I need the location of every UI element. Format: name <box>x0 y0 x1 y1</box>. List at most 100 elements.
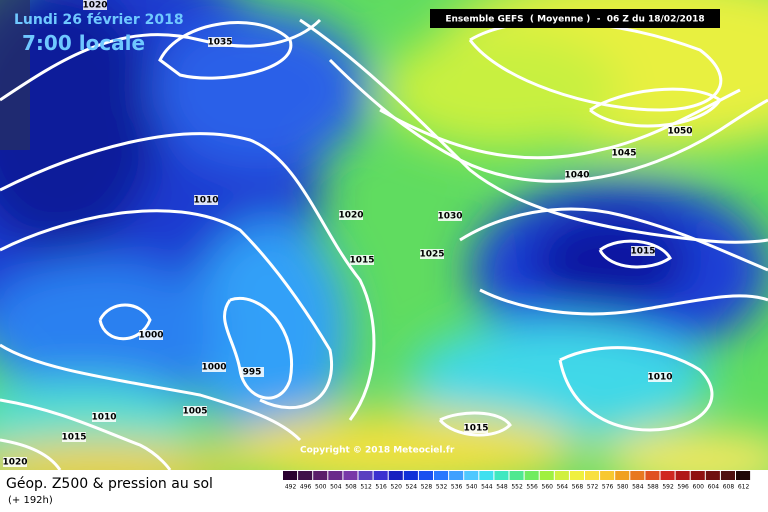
legend-swatch <box>418 471 433 480</box>
isobar-label-bg <box>612 148 636 158</box>
legend-level: 580 <box>617 484 629 491</box>
legend-level: 612 <box>738 484 750 491</box>
legend-swatch <box>373 471 388 480</box>
isobar-label-bg <box>668 126 692 136</box>
legend-swatch <box>690 471 705 480</box>
legend-swatch <box>434 471 449 480</box>
isobar-label-bg <box>183 406 207 416</box>
legend-swatch <box>358 471 373 480</box>
legend-level: 552 <box>511 484 523 491</box>
isobar-label: 1015 <box>349 256 374 266</box>
footer-title: Géop. Z500 & pression au sol <box>6 476 213 492</box>
legend-level: 540 <box>466 484 478 491</box>
legend-level: 608 <box>723 484 735 491</box>
legend-level: 568 <box>572 484 584 491</box>
legend-level: 536 <box>451 484 463 491</box>
isobar-label-bg <box>420 249 444 259</box>
legend-swatch <box>630 471 645 480</box>
legend-swatch <box>705 471 720 480</box>
isobar-label-bg <box>464 423 488 433</box>
legend-level: 600 <box>693 484 705 491</box>
legend-swatch <box>388 471 403 480</box>
legend-swatch <box>298 471 313 480</box>
isobars <box>0 18 768 470</box>
legend-level: 508 <box>345 484 357 491</box>
legend-level: 504 <box>330 484 342 491</box>
legend-level: 584 <box>632 484 644 491</box>
copyright: Copyright © 2018 Meteociel.fr <box>300 446 455 456</box>
legend-level: 516 <box>375 484 387 491</box>
legend-swatch <box>554 471 569 480</box>
isobar-label: 1000 <box>138 331 163 341</box>
isobar-label: 1010 <box>193 196 218 206</box>
legend-level: 588 <box>647 484 659 491</box>
isobar-label-bg <box>202 362 226 372</box>
legend-swatch <box>675 471 690 480</box>
isobar-label-bg <box>83 0 107 10</box>
valid-time: 7:00 locale <box>22 31 145 55</box>
isobar-label: 1040 <box>564 171 589 181</box>
isobar-label-bg <box>350 255 374 265</box>
isobar-label: 1050 <box>667 127 692 137</box>
color-legend: 492 496 500 504 508 512 516 520 524 528 532 536 540 5… <box>283 471 751 491</box>
legend-swatch <box>645 471 660 480</box>
isobar-label: 1030 <box>437 212 462 222</box>
isobar-label-bg <box>92 412 116 422</box>
isobar-label-bg <box>139 330 163 340</box>
legend-swatch <box>660 471 675 480</box>
footer-lead: (+ 192h) <box>8 495 53 506</box>
header-box <box>430 9 720 28</box>
isobar-label: 1015 <box>61 433 86 443</box>
isobar-label-bg <box>194 195 218 205</box>
legend-level: 548 <box>496 484 508 491</box>
legend-swatch <box>328 471 343 480</box>
legend-swatch <box>343 471 358 480</box>
isobar-label-bg <box>648 372 672 382</box>
isobar-label: 1010 <box>647 373 672 383</box>
legend-level: 532 <box>436 484 448 491</box>
legend-swatch <box>283 471 298 480</box>
legend-level: 520 <box>391 484 403 491</box>
isobar-label: 1000 <box>201 363 226 373</box>
legend-level: 596 <box>677 484 689 491</box>
isobar-label: 1005 <box>182 407 207 417</box>
isobar-label: 1020 <box>82 1 107 11</box>
isobar-label: 1045 <box>611 149 636 159</box>
legend-swatch <box>464 471 479 480</box>
isobar-label: 995 <box>243 368 262 378</box>
legend-level: 528 <box>421 484 433 491</box>
legend-level: 556 <box>526 484 538 491</box>
legend-swatch <box>449 471 464 480</box>
isobar-label-bg <box>631 246 655 256</box>
isobar-label: 1020 <box>2 458 27 468</box>
legend-swatch <box>600 471 615 480</box>
legend-swatch <box>569 471 584 480</box>
isobar-labels: 1020 1035 1010 1000 1000 995 1005 1010 1015 1020 1… <box>2 0 693 468</box>
legend-level: 492 <box>285 484 297 491</box>
isobar-label-bg <box>339 210 363 220</box>
legend-swatch <box>524 471 539 480</box>
isobar-label-bg <box>438 211 462 221</box>
legend-level: 576 <box>602 484 614 491</box>
isobar-label: 1015 <box>463 424 488 434</box>
isobar-label: 1025 <box>419 250 444 260</box>
isobar-label: 1015 <box>630 247 655 257</box>
legend-swatch <box>539 471 554 480</box>
legend-swatch <box>313 471 328 480</box>
legend-swatch <box>509 471 524 480</box>
legend-level: 564 <box>557 484 569 491</box>
isobar-label: 1020 <box>338 211 363 221</box>
legend-level: 524 <box>406 484 418 491</box>
isobar-label: 1010 <box>91 413 116 423</box>
legend-level: 604 <box>708 484 720 491</box>
isobar-label-bg <box>62 432 86 442</box>
isobar-label-bg <box>565 170 589 180</box>
legend-swatch <box>736 471 751 480</box>
isobar-label-bg <box>208 37 232 47</box>
isobar-label: 1035 <box>207 38 232 48</box>
legend-swatch <box>494 471 509 480</box>
legend-swatch <box>403 471 418 480</box>
field: Copyright © 2018 Meteociel.fr <box>0 0 768 470</box>
legend-level: 572 <box>587 484 599 491</box>
